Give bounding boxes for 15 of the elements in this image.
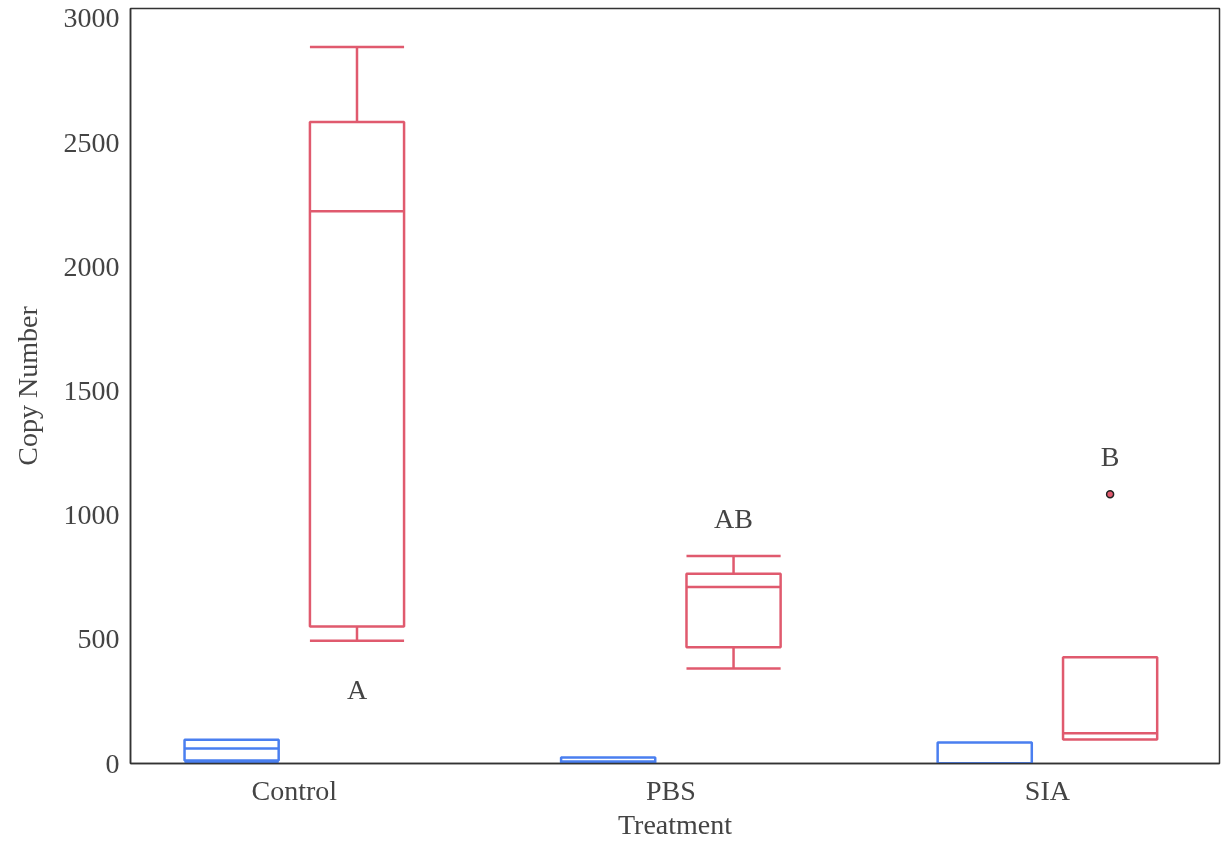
y-tick-label: 1500 — [63, 374, 120, 406]
annotation: A — [346, 674, 368, 706]
x-tick-label: SIA — [1024, 774, 1071, 806]
x-tick-label: Control — [251, 774, 338, 806]
y-tick-label: 1000 — [63, 499, 120, 531]
y-axis-title: Copy Number — [11, 305, 43, 466]
y-tick-label: 3000 — [63, 2, 120, 34]
y-tick-label: 0 — [105, 747, 120, 779]
annotation: B — [1100, 441, 1120, 473]
y-tick-label: 2500 — [63, 126, 120, 158]
x-axis-title: Treatment — [617, 808, 733, 840]
annotation: AB — [714, 502, 754, 534]
x-tick-label: PBS — [645, 774, 696, 806]
y-tick-label: 500 — [77, 623, 120, 655]
y-tick-label: 2000 — [63, 250, 120, 282]
